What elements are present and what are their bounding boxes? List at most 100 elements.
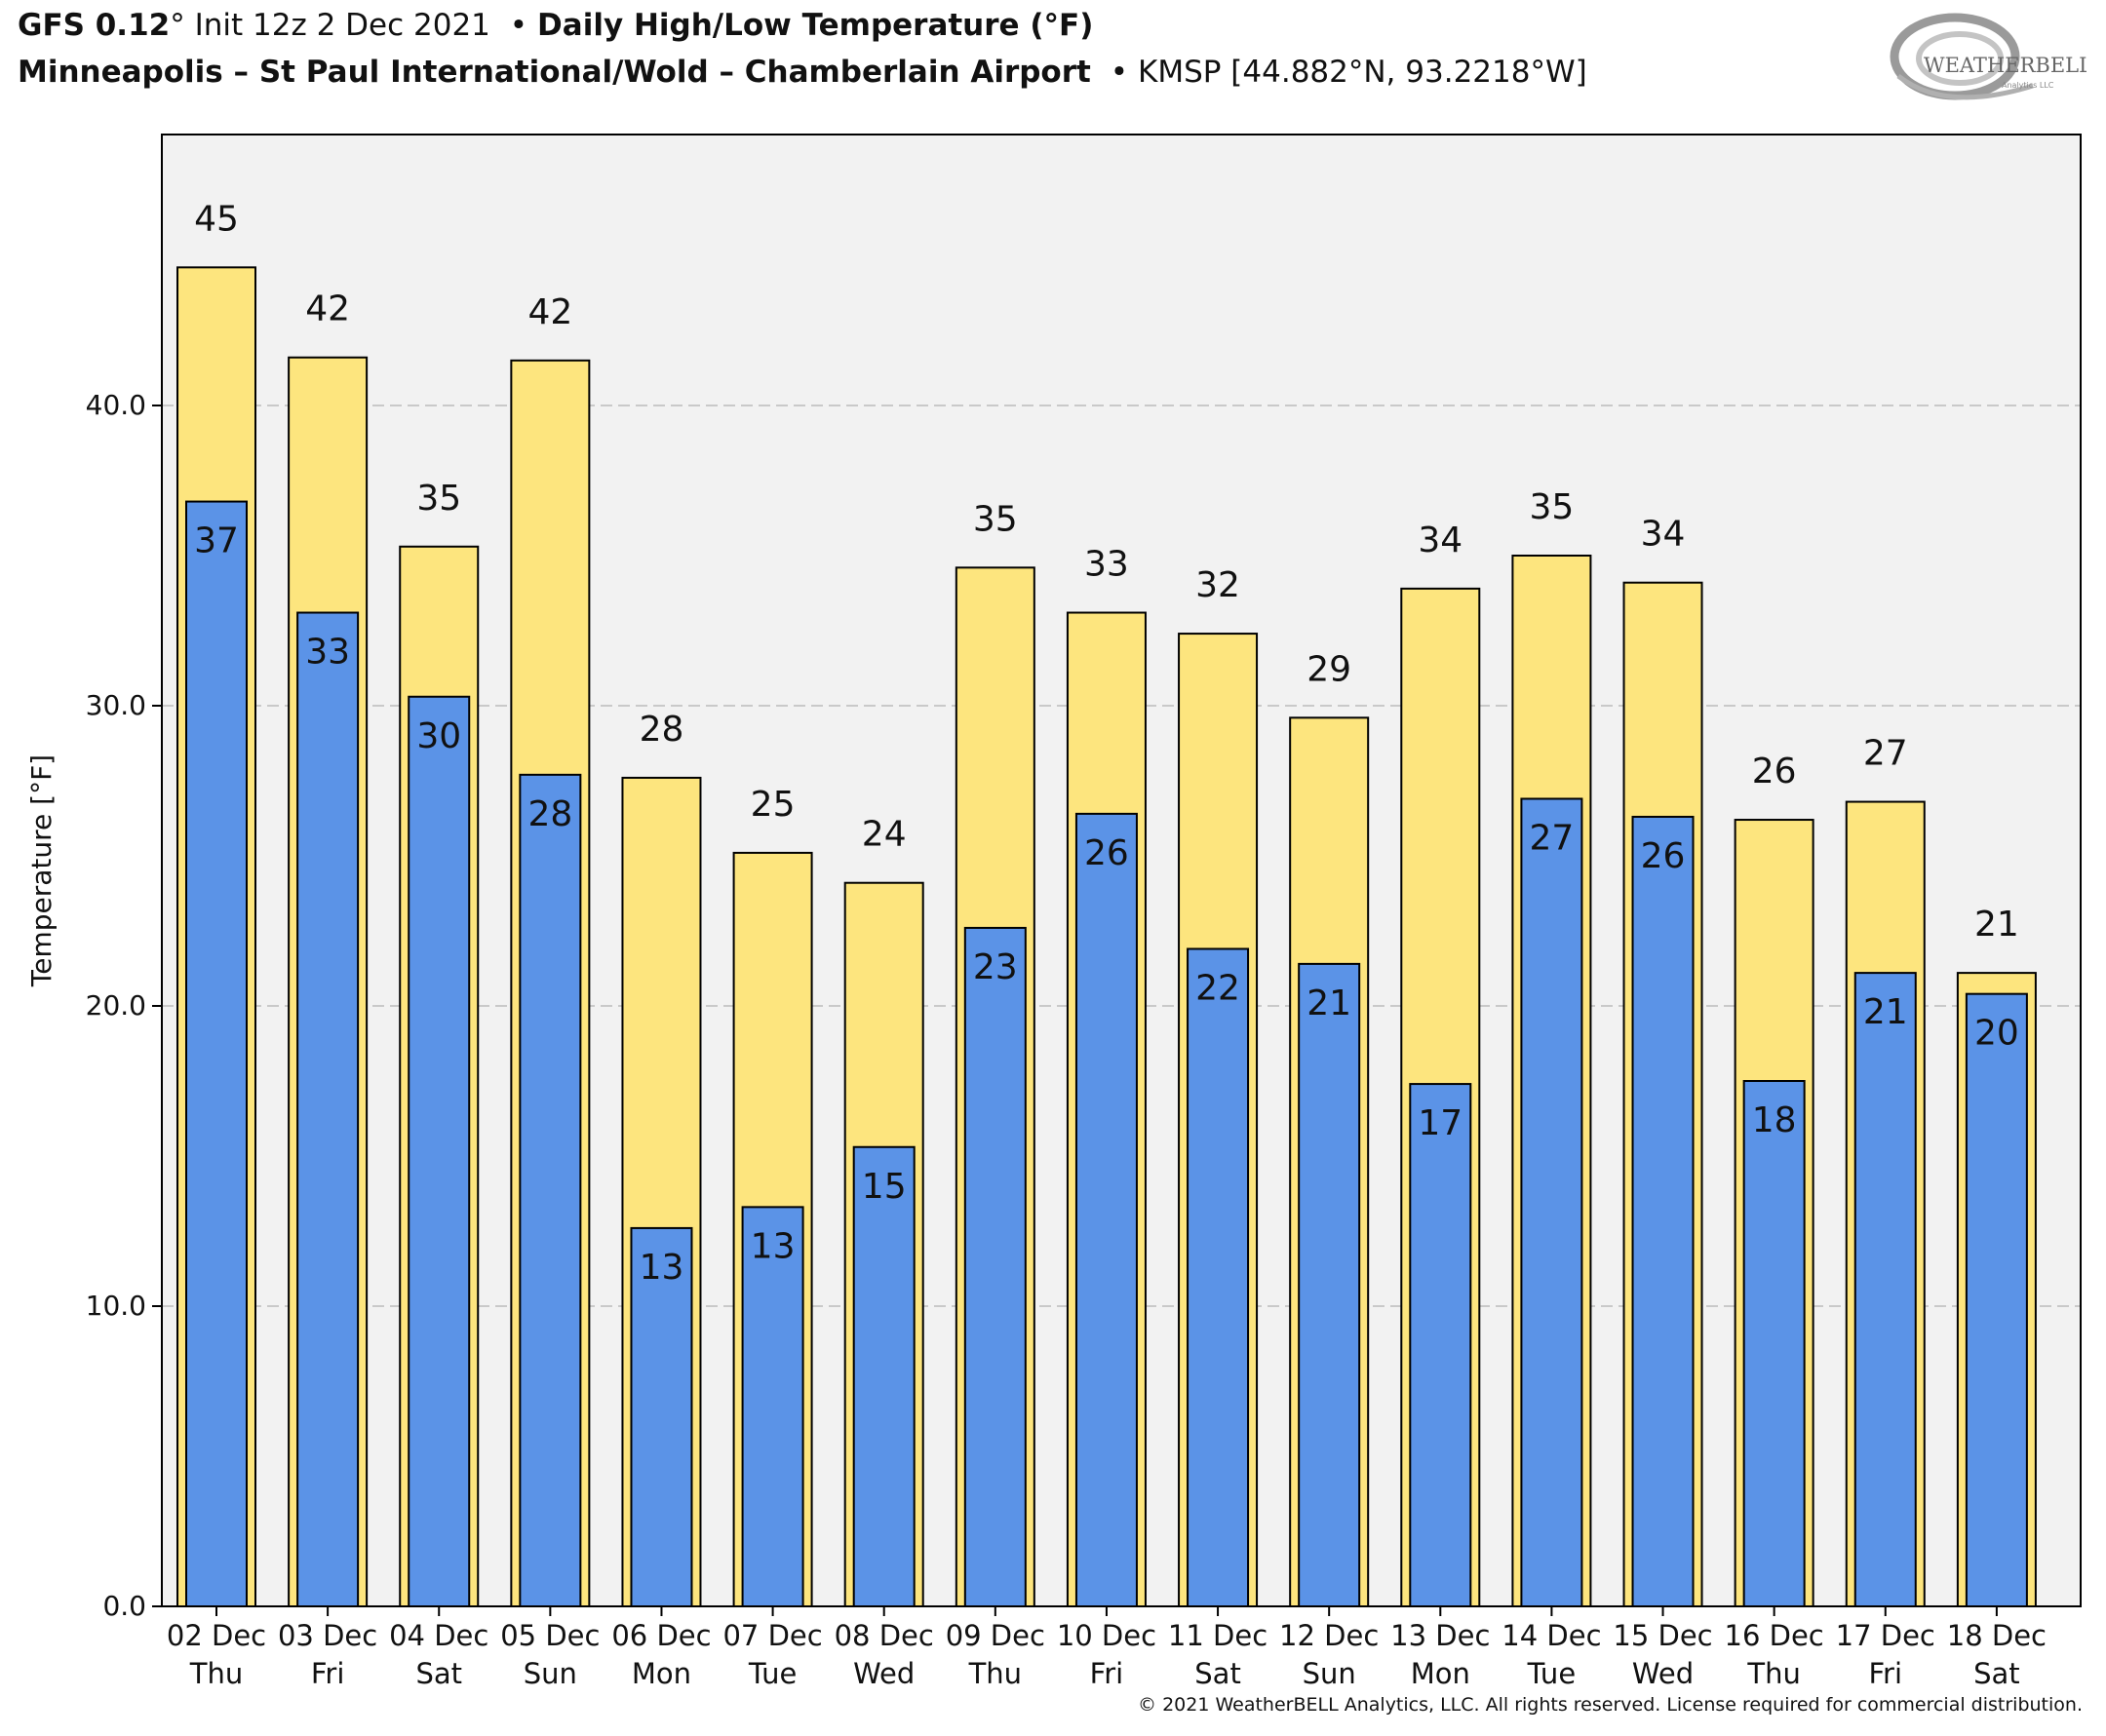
x-tick-label: 17 Dec	[1836, 1619, 1935, 1652]
init-time: Init 12z 2 Dec 2021	[194, 8, 490, 43]
low-value-label: 26	[1084, 833, 1129, 873]
station-info: KMSP [44.882°N, 93.2218°W]	[1138, 55, 1587, 90]
high-value-label: 45	[194, 199, 239, 239]
low-bar	[408, 695, 471, 1607]
axes: 0.0 10.0 20.0 30.0 40.0 02 Dec Thu 03 Dec Fri 04 …	[86, 389, 2047, 1690]
plot-frame	[161, 134, 2082, 1607]
data-labels: 45 37 42 33 35 30 42 28 28 13 25 13 24 15 35 23 33 26 32 22…	[194, 199, 2019, 1288]
x-weekday-label: Mon	[1411, 1657, 1470, 1690]
x-weekday-label: Tue	[748, 1657, 798, 1690]
x-tick-label: 03 Dec	[278, 1619, 377, 1652]
low-bar	[1965, 992, 2028, 1607]
x-weekday-label: Tue	[1527, 1657, 1577, 1690]
low-bar	[1853, 972, 1917, 1607]
x-weekday-label: Wed	[1632, 1657, 1694, 1690]
x-tick-label: 16 Dec	[1725, 1619, 1824, 1652]
high-value-label: 28	[640, 710, 684, 750]
low-bar	[963, 926, 1027, 1607]
high-value-label: 26	[1752, 752, 1797, 791]
low-value-label: 30	[416, 716, 461, 756]
high-value-label: 25	[751, 785, 796, 825]
x-weekday-label: Thu	[1746, 1657, 1800, 1690]
svg-text:Analytics LLC: Analytics LLC	[2002, 81, 2054, 90]
x-tick-label: 04 Dec	[389, 1619, 488, 1652]
x-tick-label: 08 Dec	[835, 1619, 934, 1652]
high-value-label: 24	[862, 815, 907, 855]
x-weekday-label: Fri	[1868, 1657, 1902, 1690]
x-tick-label: 05 Dec	[500, 1619, 600, 1652]
svg-text:WEATHERBELL: WEATHERBELL	[1924, 54, 2086, 77]
low-bar	[852, 1145, 916, 1607]
high-value-label: 34	[1641, 515, 1686, 555]
y-tick-label: 10.0	[86, 1290, 146, 1322]
high-value-label: 34	[1418, 521, 1462, 560]
low-value-label: 15	[862, 1167, 907, 1207]
low-bar	[741, 1206, 804, 1607]
high-value-label: 42	[305, 289, 350, 329]
y-tick-label: 40.0	[86, 389, 146, 421]
low-value-label: 20	[1974, 1014, 2019, 1054]
x-weekday-label: Sat	[415, 1657, 462, 1690]
y-tick-label: 20.0	[86, 989, 146, 1022]
x-tick-label: 10 Dec	[1057, 1619, 1156, 1652]
x-weekday-label: Fri	[1090, 1657, 1124, 1690]
chart-subtitle: Minneapolis – St Paul International/Wold…	[18, 55, 1587, 90]
low-value-label: 13	[640, 1248, 684, 1288]
x-weekday-label: Fri	[311, 1657, 345, 1690]
y-axis-label: Temperature [°F]	[25, 754, 58, 987]
low-bar	[185, 500, 248, 1607]
product-name: Daily High/Low Temperature (°F)	[537, 8, 1094, 43]
high-value-label: 35	[973, 499, 1018, 539]
low-bar	[1187, 947, 1250, 1607]
x-tick-label: 07 Dec	[722, 1619, 822, 1652]
low-value-label: 13	[751, 1226, 796, 1266]
low-value-label: 21	[1306, 984, 1351, 1023]
low-value-label: 23	[973, 947, 1018, 987]
low-value-label: 26	[1641, 836, 1686, 876]
low-bar	[1409, 1083, 1472, 1607]
station-name: Minneapolis – St Paul International/Wold…	[18, 55, 1091, 90]
low-value-label: 33	[305, 633, 350, 673]
low-bar	[1074, 812, 1138, 1607]
x-weekday-label: Sun	[1303, 1657, 1356, 1690]
x-weekday-label: Thu	[968, 1657, 1022, 1690]
low-bar	[1631, 815, 1695, 1607]
bullet-separator-2: •	[1110, 55, 1128, 90]
x-tick-label: 15 Dec	[1613, 1619, 1712, 1652]
low-bar	[1742, 1080, 1806, 1607]
y-tick-label: 30.0	[86, 689, 146, 721]
high-value-label: 32	[1195, 565, 1240, 605]
low-value-label: 22	[1195, 968, 1240, 1008]
weatherbell-logo: WEATHERBELL Analytics LLC	[1890, 13, 2086, 100]
y-tick-label: 0.0	[102, 1590, 146, 1622]
x-tick-label: 12 Dec	[1279, 1619, 1379, 1652]
x-tick-label: 18 Dec	[1947, 1619, 2047, 1652]
low-bar	[1298, 962, 1361, 1607]
high-value-label: 35	[416, 479, 461, 519]
high-value-label: 35	[1530, 487, 1575, 527]
high-value-label: 27	[1863, 734, 1908, 774]
x-tick-label: 14 Dec	[1502, 1619, 1601, 1652]
x-tick-label: 06 Dec	[611, 1619, 711, 1652]
x-tick-label: 02 Dec	[167, 1619, 266, 1652]
high-value-label: 33	[1084, 545, 1129, 585]
low-value-label: 17	[1418, 1103, 1462, 1143]
high-value-label: 29	[1306, 649, 1351, 689]
x-weekday-label: Sat	[1973, 1657, 2020, 1690]
low-value-label: 28	[527, 794, 572, 834]
copyright-notice: © 2021 WeatherBELL Analytics, LLC. All r…	[1138, 1694, 2083, 1716]
low-bar	[1520, 797, 1583, 1607]
low-value-label: 37	[194, 521, 239, 561]
x-weekday-label: Wed	[853, 1657, 915, 1690]
model-name: GFS 0.12	[18, 8, 171, 43]
low-bar	[296, 611, 360, 1607]
low-value-label: 21	[1863, 992, 1908, 1032]
x-tick-label: 11 Dec	[1168, 1619, 1268, 1652]
low-value-label: 27	[1530, 818, 1575, 858]
model-degree: °	[170, 8, 185, 43]
x-weekday-label: Sun	[524, 1657, 577, 1690]
chart-title: GFS 0.12° Init 12z 2 Dec 2021 • Daily Hig…	[18, 8, 1093, 43]
x-weekday-label: Sat	[1194, 1657, 1241, 1690]
high-value-label: 42	[527, 292, 572, 332]
